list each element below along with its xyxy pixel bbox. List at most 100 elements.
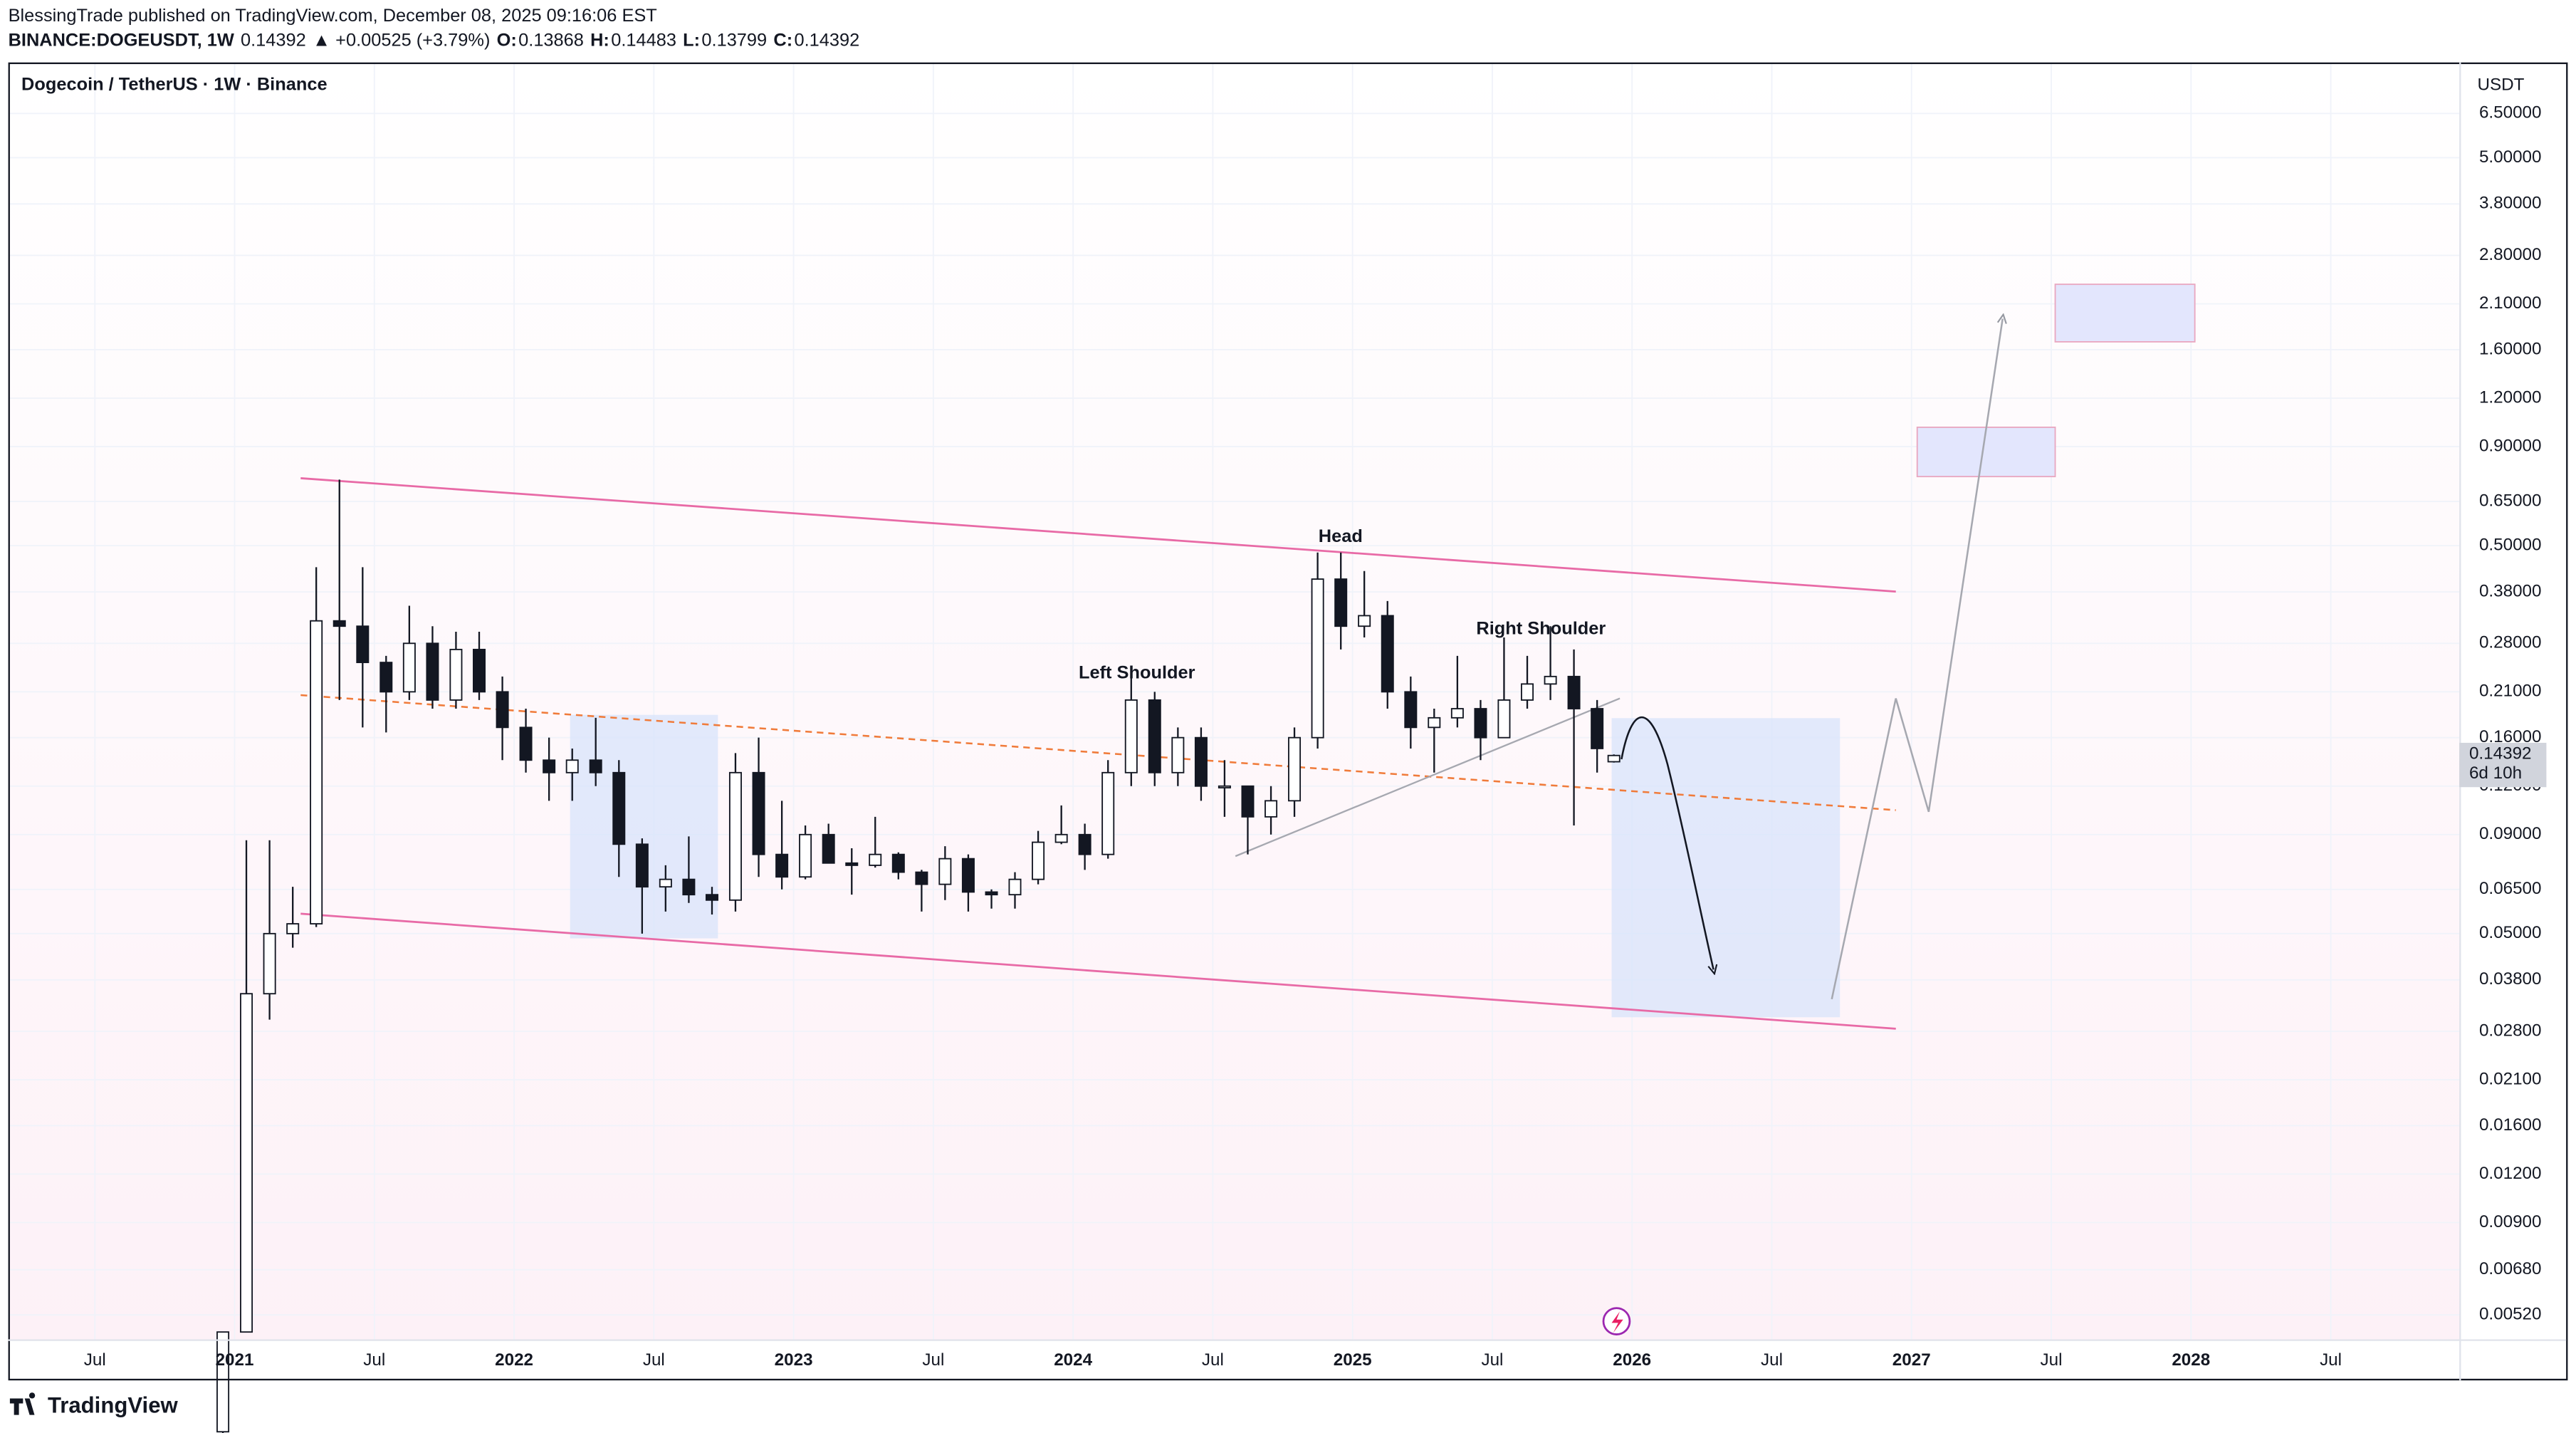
y-tick-label: 5.00000 (2479, 147, 2542, 167)
ohlc-value: 0.13868 (518, 30, 584, 50)
candle-body (426, 642, 439, 701)
event-icon-bolt (1611, 1311, 1623, 1333)
currency: USDT (2478, 75, 2525, 94)
countdown: 6d 10h (2469, 764, 2522, 783)
trend-line (1235, 697, 1621, 858)
candle-body (1567, 675, 1581, 709)
x-tick-label: Jul (2041, 1350, 2063, 1370)
x-tick-label: 2025 (1334, 1350, 1372, 1370)
y-tick-label: 0.01200 (2479, 1164, 2542, 1183)
candle-body (1591, 708, 1604, 749)
candle-body (286, 923, 300, 934)
candle-body (1241, 785, 1255, 818)
y-tick-label: 0.21000 (2479, 682, 2542, 701)
ohlc-label: H: (590, 30, 609, 50)
candle-body (1194, 736, 1208, 787)
projection-path (1831, 319, 2003, 1000)
drawings (300, 283, 2196, 1335)
y-tick-label: 0.38000 (2479, 581, 2542, 600)
candle-body (869, 853, 882, 866)
neckline (300, 694, 1896, 811)
y-tick-label: 1.60000 (2479, 339, 2542, 358)
candle-body (1311, 578, 1324, 739)
y-tick-label: 0.02800 (2479, 1021, 2542, 1040)
channel-lower (300, 912, 1896, 1030)
y-tick-label: 0.50000 (2479, 536, 2542, 555)
x-tick-label: Jul (922, 1350, 944, 1370)
time-axis: Jul 2021 Jul 2022 Jul 2023 Jul 2024 Jul 2025 Jul 20… (84, 1350, 2342, 1370)
candle-body (985, 891, 998, 896)
y-tick-label: 0.02100 (2479, 1069, 2542, 1088)
y-tick-label: 0.05000 (2479, 923, 2542, 942)
channel-upper (300, 477, 1896, 593)
y-tick-label: 0.00520 (2479, 1305, 2542, 1324)
candle-body (1101, 771, 1115, 855)
candle-body (473, 648, 486, 693)
candle-body (682, 878, 696, 896)
y-tick-label: 0.65000 (2479, 491, 2542, 510)
candle-body (1288, 736, 1302, 802)
candle-body (1497, 699, 1511, 739)
candle-body (799, 833, 812, 878)
candle-body (1474, 708, 1487, 739)
x-tick-label: Jul (1481, 1350, 1503, 1370)
candle-body (822, 833, 835, 864)
header: BlessingTrade published on TradingView.c… (9, 6, 860, 51)
y-tick-label: 0.06500 (2479, 879, 2542, 898)
candle-body (1450, 708, 1464, 719)
x-tick-label: 2027 (1892, 1350, 1931, 1370)
brand: TradingView (48, 1392, 179, 1417)
x-tick-label: 2026 (1613, 1350, 1651, 1370)
candle-body (635, 843, 649, 888)
change: ▲ +0.00525 (+3.79%) (313, 30, 490, 50)
annotation: Head (1319, 526, 1363, 546)
candle-body (775, 853, 789, 878)
candle-body (565, 759, 579, 773)
y-tick-label: 0.09000 (2479, 824, 2542, 843)
candle-body (938, 858, 952, 885)
target-zone (2054, 283, 2196, 343)
chart-title: Dogecoin / TetherUS · 1W · Binance (21, 75, 328, 95)
x-tick-label: Jul (1202, 1350, 1224, 1370)
y-tick-label: 2.10000 (2479, 293, 2542, 313)
candle-body (891, 853, 905, 873)
candle-body (1521, 683, 1534, 701)
x-tick-label: Jul (2320, 1350, 2342, 1370)
candle-body (1265, 800, 1278, 818)
candle-body (1008, 878, 1022, 896)
ohlc-value: 0.14483 (611, 30, 676, 50)
ohlc-label: C: (773, 30, 792, 50)
annotation: Right Shoulder (1476, 618, 1606, 638)
candle-body (1544, 675, 1557, 685)
y-tick-label: 3.80000 (2479, 194, 2542, 213)
candles (216, 479, 1621, 1433)
candle-body (1218, 785, 1231, 788)
candle-body (1148, 699, 1161, 773)
last-price-box (2459, 742, 2547, 788)
candle-body (589, 759, 602, 773)
x-tick-label: 2022 (495, 1350, 533, 1370)
y-tick-label: 6.50000 (2479, 103, 2542, 123)
last-price: 0.14392 (2469, 744, 2532, 763)
ohlc-value: 0.14392 (794, 30, 859, 50)
candle-body (1381, 615, 1394, 693)
ohlc-value: 0.13799 (701, 30, 767, 50)
target-box (1611, 718, 1841, 1018)
y-tick-label: 0.03800 (2479, 969, 2542, 989)
candle-body (263, 932, 276, 995)
ohlc-label: L: (683, 30, 700, 50)
candle-body (705, 894, 718, 901)
price-axis: 6.50000 5.00000 3.80000 2.80000 2.10000 1.600… (2479, 103, 2542, 1324)
brand-logo (9, 1392, 36, 1415)
x-tick-label: 2024 (1054, 1350, 1092, 1370)
candle-body (1607, 754, 1621, 763)
candle-body (356, 625, 370, 664)
last-value: 0.14392 (241, 30, 306, 50)
candle-body (612, 771, 626, 845)
x-tick-label: 2023 (775, 1350, 813, 1370)
candle-body (216, 1331, 230, 1433)
y-tick-label: 0.01600 (2479, 1115, 2542, 1135)
candle-body (449, 648, 463, 701)
candle-body (728, 771, 742, 901)
